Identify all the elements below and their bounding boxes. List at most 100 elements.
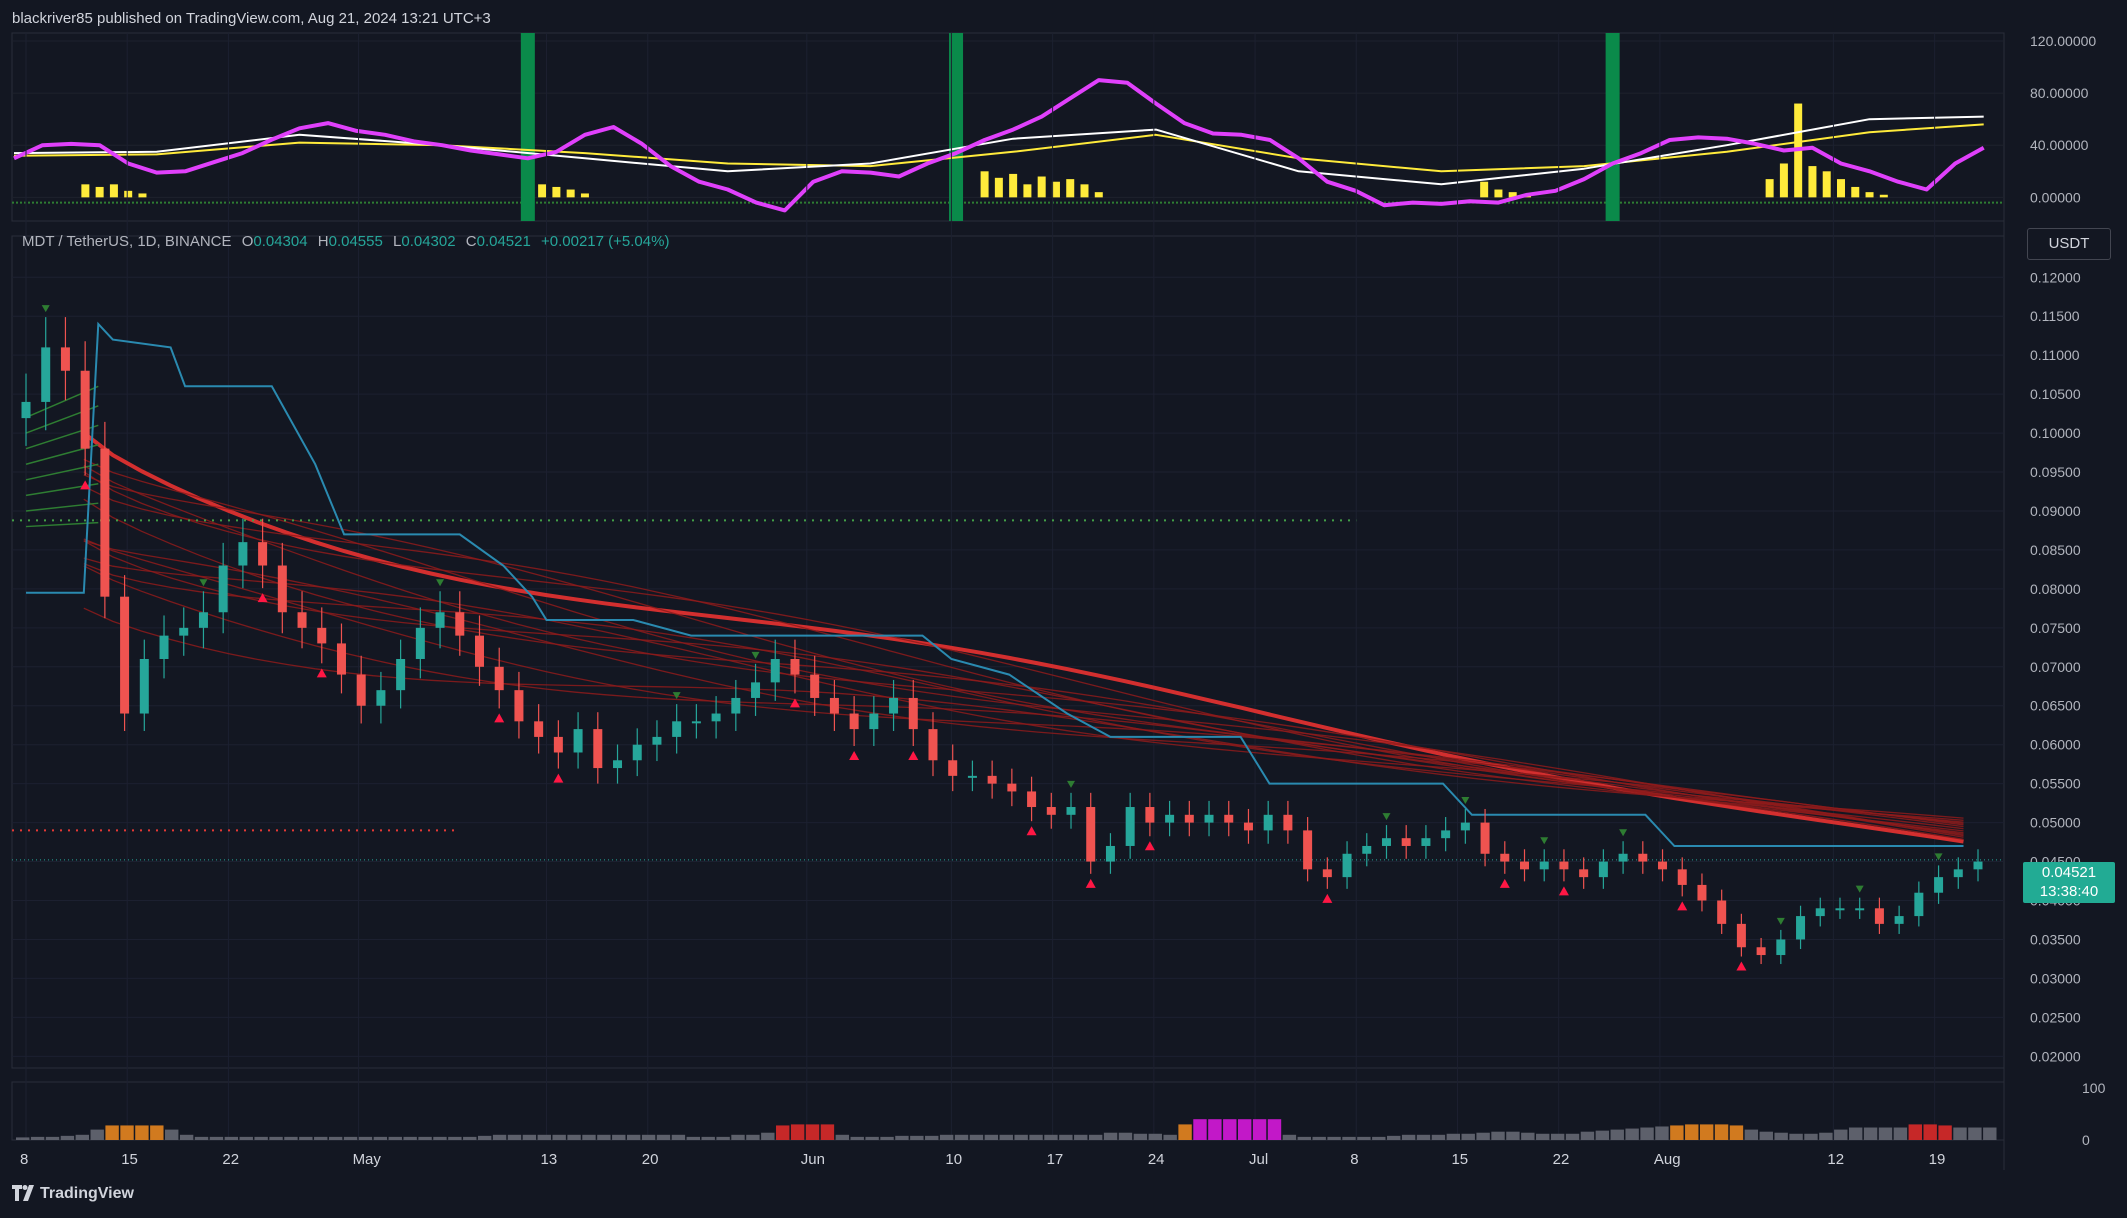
volume-bar <box>1804 1133 1818 1140</box>
volume-bar <box>1267 1119 1282 1140</box>
volume-bar <box>671 1134 686 1140</box>
baseline-line <box>26 321 1964 847</box>
osc-highlight-bar <box>520 33 535 221</box>
volume-bar <box>1327 1136 1341 1140</box>
time-tick-label: Jun <box>801 1151 825 1168</box>
volume-bar <box>1461 1133 1475 1140</box>
candle-body <box>829 697 839 714</box>
candle-body <box>987 775 997 784</box>
volume-bar <box>239 1136 253 1140</box>
sell-marker <box>1085 878 1096 888</box>
candle-body <box>553 736 563 753</box>
osc-highlight-bar <box>949 33 964 221</box>
high-value: 0.04555 <box>328 233 383 250</box>
candle-body <box>238 542 248 566</box>
candle-body <box>1007 783 1017 792</box>
sell-marker <box>1499 878 1510 888</box>
candle-body <box>415 627 425 659</box>
low-value: 0.04302 <box>401 233 456 250</box>
candle-body <box>652 736 662 745</box>
candle-body <box>1894 916 1904 924</box>
candle-body <box>1066 807 1076 815</box>
buy-marker <box>1776 917 1785 925</box>
volume-bar <box>1521 1132 1535 1140</box>
time-tick-label: 19 <box>1929 1151 1946 1168</box>
volume-bar <box>1372 1136 1386 1140</box>
volume-bar <box>1178 1124 1192 1140</box>
volume-bar <box>820 1124 835 1140</box>
volume-bar <box>388 1136 402 1140</box>
osc-tick-label: 120.00000 <box>2030 33 2096 49</box>
volume-bar <box>925 1135 939 1140</box>
high-label: H <box>317 233 329 250</box>
volume-bar <box>343 1136 358 1140</box>
time-tick-label: 22 <box>222 1151 239 1168</box>
volume-bar <box>641 1134 656 1140</box>
ribbon-band <box>83 540 1964 825</box>
sell-marker <box>1322 893 1333 903</box>
volume-bar <box>552 1134 566 1140</box>
osc-histogram-bar <box>580 193 589 198</box>
volume-bar <box>1655 1126 1669 1140</box>
last-price-value: 0.04521 <box>2041 864 2097 881</box>
price-tick-label: 0.11500 <box>2030 308 2080 324</box>
time-tick-label: Aug <box>1654 1151 1681 1168</box>
ribbon-band <box>83 565 1964 821</box>
publisher-line: blackriver85 published on TradingView.co… <box>12 10 491 27</box>
volume-bar <box>1297 1136 1311 1140</box>
volume-bar <box>135 1125 149 1140</box>
osc-histogram-bar <box>1037 176 1046 198</box>
time-tick-label: 15 <box>121 1151 138 1168</box>
candle-body <box>1165 814 1175 823</box>
osc-histogram-bar <box>1836 179 1845 198</box>
volume-bar <box>1342 1136 1356 1140</box>
volume-bar <box>507 1134 522 1140</box>
candle-body <box>356 674 366 706</box>
time-tick-label: 13 <box>541 1151 558 1168</box>
price-panel <box>11 235 2005 1069</box>
candle-body <box>1697 884 1707 901</box>
osc-histogram-bar <box>109 184 118 198</box>
price-tick-label: 0.05000 <box>2030 815 2081 831</box>
osc-series-line-2 <box>13 123 1984 173</box>
volume-bar <box>790 1124 805 1140</box>
volume-bar <box>1968 1127 1982 1140</box>
volume-bar <box>567 1134 581 1140</box>
osc-series-line-1 <box>13 115 1984 186</box>
candle-body <box>1796 916 1806 940</box>
ribbon-band <box>83 464 1964 834</box>
osc-histogram-bar <box>1865 192 1874 198</box>
osc-histogram-bar <box>1851 186 1860 198</box>
candle-body <box>1579 869 1589 878</box>
candle-body <box>1973 861 1983 870</box>
volume-tick-label: 100 <box>2082 1080 2106 1096</box>
volume-bar <box>969 1134 984 1140</box>
candle-body <box>1184 814 1194 823</box>
volume-bar <box>209 1136 224 1140</box>
sell-marker <box>316 668 327 678</box>
volume-bar <box>373 1136 388 1140</box>
volume-bar <box>1938 1125 1952 1140</box>
close-value: 0.04521 <box>476 233 531 250</box>
volume-bar <box>269 1136 283 1140</box>
footer-logo[interactable]: TradingView <box>12 1185 134 1203</box>
volume-bar <box>150 1125 164 1140</box>
price-tick-label: 0.12000 <box>2030 269 2081 285</box>
volume-bar <box>1685 1124 1699 1140</box>
osc-histogram-bar <box>1779 163 1788 198</box>
volume-bar <box>895 1135 909 1140</box>
ribbon-band <box>83 562 1964 828</box>
volume-bar <box>1193 1119 1207 1140</box>
candle-body <box>1224 814 1234 823</box>
volume-bar <box>314 1136 328 1140</box>
candle-body <box>1717 900 1727 924</box>
volume-bar <box>492 1134 507 1140</box>
volume-bar <box>1237 1119 1252 1140</box>
currency-badge[interactable]: USDT <box>2027 228 2111 260</box>
volume-bar <box>1565 1133 1580 1140</box>
volume-bar <box>1074 1134 1088 1140</box>
volume-bar <box>60 1135 75 1140</box>
candle-body <box>435 612 445 628</box>
volume-bar <box>522 1134 537 1140</box>
